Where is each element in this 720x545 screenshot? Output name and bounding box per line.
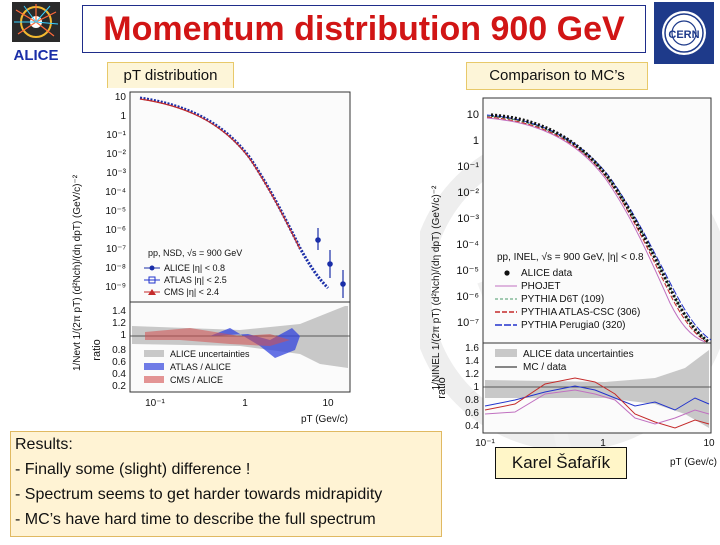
left-y-tick: 1 [120,111,126,122]
right-perugia-curve [486,114,712,341]
right-data-uncertainty-band [485,350,709,428]
right-ratio-tick: 1.2 [465,369,479,380]
left-ratio-tick: 1.2 [112,318,126,329]
right-y-tick: 10⁻⁵ [456,265,479,277]
cern-logo-icon: CERN [654,2,714,64]
results-item: - Spectrum seems to get harder towards m… [15,486,383,503]
right-legend-perugia: PYTHIA Perugia0 (320) [521,320,626,331]
right-y-tick: 10⁻² [457,187,479,199]
left-ratio-legend: CMS / ALICE [170,375,223,385]
right-y-tick: 10⁻⁶ [456,291,479,303]
alice-logo-text: ALICE [14,47,59,64]
left-y-tick: 10 [115,92,127,103]
right-x-axis-label: pT (Gev/c) [670,457,717,468]
left-cms-spectrum [139,98,301,250]
right-x-tick: 1 [600,438,606,449]
left-ratio-tick: 0.6 [112,357,126,368]
left-legend-cms: CMS |η| < 2.4 [164,287,219,297]
left-x-axis-label: pT (Gev/c) [301,414,348,425]
left-main-frame [129,91,351,303]
right-legend-atlascsc: PYTHIA ATLAS-CSC (306) [521,307,640,318]
left-y-tick: 10⁻³ [106,168,126,179]
right-alice-data [490,113,710,344]
left-ratio-legend: ATLAS / ALICE [170,362,231,372]
left-y-tick: 10⁻⁷ [106,244,126,255]
results-item: - MC’s have hard time to describe the fu… [15,511,376,528]
right-x-tick: 10⁻¹ [475,438,495,449]
right-phojet-curve [486,117,706,343]
left-ratio-legend: ALICE uncertainties [170,349,250,359]
left-cms-ratio [145,328,290,346]
left-y-tick: 10⁻¹ [106,130,126,141]
right-x-tick: 10 [703,438,715,449]
left-legend-title: pp, NSD, √s = 900 GeV [148,248,242,258]
right-legend-title: pp, INEL, √s = 900 GeV, |η| < 0.8 [497,251,644,263]
right-plot-subtitle: Comparison to MC’s [466,62,648,90]
page-title: Momentum distribution 900 GeV [82,5,646,53]
right-ratio-legend: MC / data [523,362,567,373]
results-box: Results: - Finally some (slight) differe… [10,431,442,537]
right-ratio-tick: 1.4 [465,356,479,367]
left-legend-alice: ALICE |η| < 0.8 [164,263,225,273]
left-y-tick: 10⁻⁹ [105,282,126,293]
cern-logo-text: CERN [668,29,699,41]
right-ratio-label: ratio [436,377,448,398]
left-ratio-label: ratio [91,339,103,360]
alice-logo-icon: ALICE [12,2,60,64]
left-y-tick: 10⁻⁶ [105,225,126,236]
right-ratio-tick: 0.4 [465,421,479,432]
results-item: - Finally some (slight) difference ! [15,461,251,478]
right-y-tick: 1 [473,135,479,147]
left-ratio-tick: 1 [120,330,126,341]
right-phojet-ratio [484,389,710,425]
right-perugia-ratio [484,385,710,411]
cern-logo: CERN [652,0,716,66]
right-main-frame [482,97,712,344]
author-name: Karel Šafařík [495,447,627,479]
right-legend-alice: ALICE data [521,268,573,279]
left-plot-subtitle: pT distribution [107,62,234,90]
left-x-tick: 10 [322,398,334,409]
left-x-tick: 10⁻¹ [145,398,165,409]
right-y-tick: 10⁻⁴ [456,239,479,251]
left-y-tick: 10⁻⁸ [105,263,126,274]
right-y-axis-label: 1/NINEL 1/(2π pT) (d²Nch)/(dη dpT) (GeV/… [431,185,442,390]
right-ratio-tick: 1.6 [465,343,479,354]
right-spectrum-plot: 1/NINEL 1/(2π pT) (d²Nch)/(dη dpT) (GeV/… [431,97,717,468]
left-ratio-tick: 0.2 [112,381,126,392]
right-ratio-tick: 1 [473,382,479,393]
left-y-tick: 10⁻² [106,149,126,160]
right-y-tick: 10⁻⁷ [457,317,479,329]
right-legend-d6t: PYTHIA D6T (109) [521,294,604,305]
left-legend-atlas: ATLAS |η| < 2.5 [164,275,227,285]
left-y-tick: 10⁻⁵ [105,206,126,217]
left-spectrum-plot: 1/Nevt 1/(2π pT) (d²Nch)/(dη dpT) (GeV/c… [60,88,360,433]
left-x-tick: 1 [242,398,248,409]
left-ratio-tick: 0.8 [112,345,126,356]
left-y-tick: 10⁻⁴ [105,187,126,198]
right-ratio-tick: 0.6 [465,408,479,419]
right-ratio-legend: ALICE data uncertainties [523,349,634,360]
right-y-tick: 10⁻³ [457,213,479,225]
left-ratio-tick: 1.4 [112,306,126,317]
left-y-axis-label: 1/Nevt 1/(2π pT) (d²Nch)/(dη dpT) (GeV/c… [72,174,83,371]
right-atlascsc-curve [486,116,708,343]
right-atlascsc-ratio [484,377,710,429]
right-legend-phojet: PHOJET [521,281,560,292]
left-ratio-tick: 0.4 [112,369,126,380]
results-heading: Results: [15,436,73,453]
alice-logo: ALICE [4,0,68,64]
right-y-tick: 10⁻¹ [457,161,479,173]
right-ratio-tick: 0.8 [465,395,479,406]
right-y-tick: 10 [467,109,479,121]
